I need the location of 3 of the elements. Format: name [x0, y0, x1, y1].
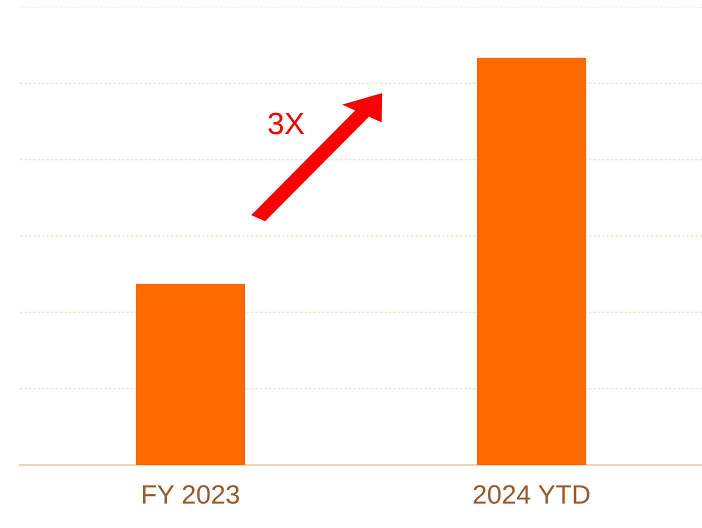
x-tick-label: 2024 YTD [474, 485, 590, 504]
annotation: 3X [268, 112, 304, 134]
x-tick-label: FY 2023 [143, 485, 239, 504]
